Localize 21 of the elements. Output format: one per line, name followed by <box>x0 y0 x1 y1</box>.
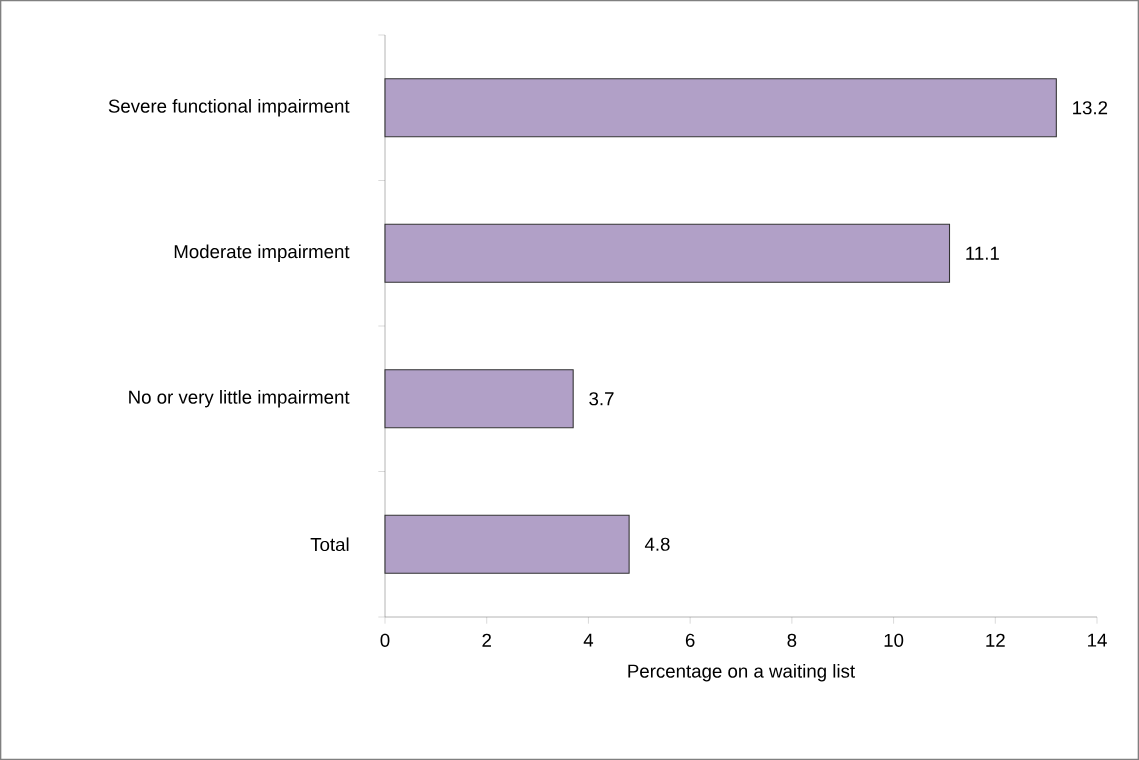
bar <box>384 223 951 283</box>
y-tick-label: Severe functional impairment <box>108 99 350 117</box>
bar <box>384 369 574 429</box>
data-label: 3.7 <box>589 392 614 406</box>
y-tick-label: Total <box>310 537 349 552</box>
data-label: 13.2 <box>1073 101 1108 115</box>
y-tick-label: No or very little impairment <box>129 390 350 408</box>
x-tick-label: 14 <box>1088 633 1107 647</box>
x-tick-label: 8 <box>787 633 797 647</box>
x-axis-title: Percentage on a waiting list <box>628 664 855 682</box>
x-tick-label: 10 <box>884 633 904 647</box>
x-tick-label: 2 <box>482 633 491 647</box>
data-label: 4.8 <box>644 537 670 551</box>
data-label: 11.1 <box>966 246 999 260</box>
x-tick-label: 0 <box>380 633 390 647</box>
x-tick-label: 6 <box>685 633 695 647</box>
x-tick-label: 4 <box>583 633 594 647</box>
bar <box>384 514 630 574</box>
y-tick-label: Moderate impairment <box>174 244 350 262</box>
x-tick-label: 12 <box>986 633 1005 647</box>
bar <box>384 78 1057 138</box>
